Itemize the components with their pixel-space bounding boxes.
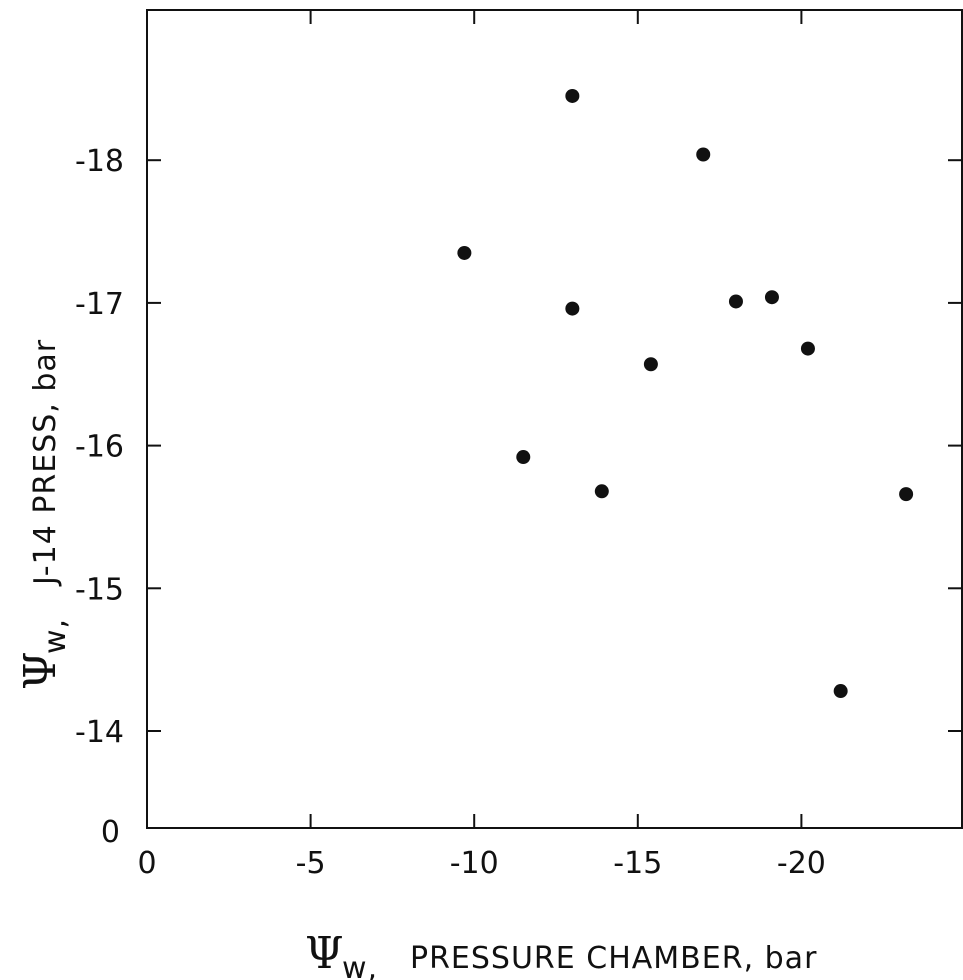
data-point bbox=[565, 301, 580, 316]
y-tick-label: -15 bbox=[75, 572, 124, 607]
x-tick-label: -5 bbox=[296, 846, 326, 881]
y-axis-title: Ψ w, J-14 PRESS, bar bbox=[15, 339, 73, 690]
y-tick-label: -18 bbox=[75, 144, 124, 179]
y-axis-ticks: -14 -15 -16 -17 -18 bbox=[75, 144, 962, 750]
y-tick-label: -16 bbox=[75, 430, 124, 465]
x-tick-label: -20 bbox=[777, 846, 826, 881]
x-tick-label: 0 bbox=[137, 846, 156, 881]
x-axis-title: Ψ w, PRESSURE CHAMBER, bar bbox=[305, 928, 817, 980]
data-point bbox=[800, 341, 815, 356]
data-point bbox=[594, 484, 609, 499]
data-point bbox=[643, 357, 658, 372]
data-point bbox=[696, 147, 711, 162]
y-axis-psi-symbol: Ψ bbox=[15, 651, 66, 690]
data-points bbox=[457, 88, 914, 699]
data-point bbox=[899, 487, 914, 502]
x-axis-title-text: PRESSURE CHAMBER, bar bbox=[410, 941, 817, 976]
plot-frame bbox=[146, 9, 963, 829]
data-point bbox=[457, 245, 472, 260]
x-tick-label: -15 bbox=[613, 846, 662, 881]
plot-border bbox=[146, 9, 963, 829]
data-point bbox=[764, 290, 779, 305]
data-point bbox=[516, 450, 531, 465]
x-axis-ticks: 0 -5 -10 -15 -20 bbox=[137, 10, 826, 881]
data-point bbox=[565, 88, 580, 103]
data-point bbox=[833, 684, 848, 699]
y-axis-title-text: J-14 PRESS, bar bbox=[28, 339, 63, 587]
y-tick-label: -14 bbox=[75, 715, 124, 750]
y-axis-title-sub: w, bbox=[38, 618, 73, 654]
x-axis-psi-symbol: Ψ bbox=[305, 928, 344, 979]
x-tick-label: -10 bbox=[450, 846, 499, 881]
data-point bbox=[728, 294, 743, 309]
y-origin-label: 0 bbox=[101, 815, 120, 850]
y-tick-label: -17 bbox=[75, 287, 124, 322]
x-axis-title-sub: w, bbox=[342, 951, 378, 980]
